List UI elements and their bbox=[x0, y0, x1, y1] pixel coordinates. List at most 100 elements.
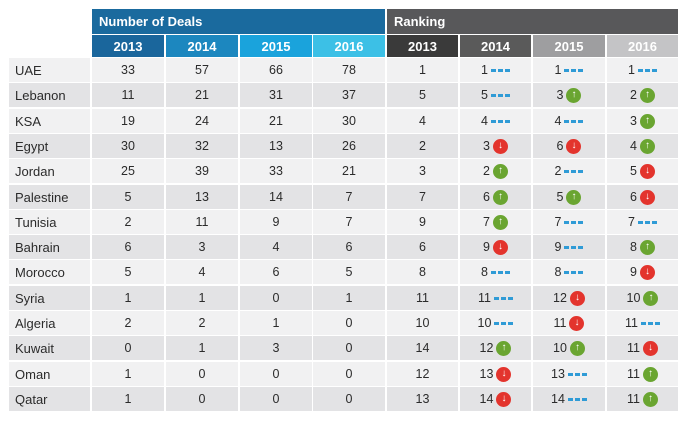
country-label-tunisia: Tunisia bbox=[9, 210, 90, 234]
arrow-up-icon: ↑ bbox=[566, 189, 582, 205]
rank-value: 4 bbox=[481, 113, 488, 128]
rank-value: 7 bbox=[483, 214, 490, 229]
rank-cell-qatar-2013: 13 bbox=[387, 387, 458, 411]
arrow-down-icon: ↓ bbox=[639, 163, 655, 179]
rank-cell-palestine-2015: 5 ↑ bbox=[533, 185, 605, 209]
arrow-up-icon: ↑ bbox=[642, 391, 658, 407]
arrow-up-icon: ↑ bbox=[639, 138, 655, 154]
rank-value: 12 bbox=[553, 290, 567, 305]
rank-cell-tunisia-2013: 9 bbox=[387, 210, 458, 234]
rank-cell-uae-2014: 1 bbox=[460, 58, 531, 82]
rank-cell-oman-2014: 13 ↓ bbox=[460, 362, 531, 386]
no-change-dashes-icon bbox=[564, 68, 584, 72]
country-label-bahrain: Bahrain bbox=[9, 235, 90, 259]
rank-cell-egypt-2013: 2 bbox=[387, 134, 458, 158]
deals-cell-uae-2015: 66 bbox=[240, 58, 312, 82]
arrow-down-icon: ↓ bbox=[639, 264, 655, 280]
rank-cell-uae-2016: 1 bbox=[607, 58, 678, 82]
ranking-year-header-2016: 2016 bbox=[607, 35, 678, 57]
deals-cell-syria-2016: 1 bbox=[313, 286, 385, 310]
deals-cell-morocco-2016: 5 bbox=[313, 260, 385, 284]
rank-value: 11 bbox=[627, 391, 640, 406]
rank-value: 6 bbox=[630, 189, 637, 204]
country-label-morocco: Morocco bbox=[9, 260, 90, 284]
arrow-up-icon: ↑ bbox=[492, 163, 508, 179]
country-label-syria: Syria bbox=[9, 286, 90, 310]
deals-cell-tunisia-2014: 11 bbox=[166, 210, 238, 234]
rank-cell-bahrain-2014: 9 ↓ bbox=[460, 235, 531, 259]
rank-cell-palestine-2014: 6 ↑ bbox=[460, 185, 531, 209]
rank-cell-lebanon-2016: 2 ↑ bbox=[607, 83, 678, 107]
rank-value: 8 bbox=[481, 264, 488, 279]
no-change-dashes-icon bbox=[640, 321, 660, 325]
rank-cell-morocco-2016: 9 ↓ bbox=[607, 260, 678, 284]
deals-cell-palestine-2013: 5 bbox=[92, 185, 164, 209]
deals-cell-tunisia-2015: 9 bbox=[240, 210, 312, 234]
rank-value: 11 bbox=[553, 315, 567, 330]
deals-year-header-2013: 2013 bbox=[92, 35, 164, 57]
rank-cell-algeria-2015: 11 ↓ bbox=[533, 311, 605, 335]
deals-cell-lebanon-2015: 31 bbox=[240, 83, 312, 107]
rank-value: 10 bbox=[477, 315, 492, 330]
rank-value: 2 bbox=[483, 163, 490, 178]
rank-cell-palestine-2016: 6 ↓ bbox=[607, 185, 678, 209]
country-label-oman: Oman bbox=[9, 362, 90, 386]
rank-cell-oman-2016: 11 ↑ bbox=[607, 362, 678, 386]
arrow-up-icon: ↑ bbox=[643, 290, 659, 306]
rank-value: 11 bbox=[627, 340, 640, 355]
deals-cell-uae-2016: 78 bbox=[313, 58, 385, 82]
rank-value: 3 bbox=[483, 138, 490, 153]
rank-value: 4 bbox=[630, 138, 637, 153]
deals-cell-egypt-2013: 30 bbox=[92, 134, 164, 158]
arrow-down-icon: ↓ bbox=[569, 290, 585, 306]
ranking-year-header-2014: 2014 bbox=[460, 35, 531, 57]
deals-cell-algeria-2014: 2 bbox=[166, 311, 238, 335]
no-change-dashes-icon bbox=[490, 270, 510, 274]
arrow-down-icon: ↓ bbox=[492, 239, 508, 255]
rank-value: 2 bbox=[630, 87, 637, 102]
rank-cell-jordan-2014: 2 ↑ bbox=[460, 159, 531, 183]
rank-value: 3 bbox=[556, 87, 564, 102]
rank-cell-qatar-2016: 11 ↑ bbox=[607, 387, 678, 411]
rank-cell-syria-2014: 11 bbox=[460, 286, 531, 310]
rank-cell-jordan-2016: 5 ↓ bbox=[607, 159, 678, 183]
deals-cell-bahrain-2016: 6 bbox=[313, 235, 385, 259]
rank-value: 2 bbox=[554, 163, 562, 178]
rank-value: 1 bbox=[554, 62, 562, 77]
rank-cell-oman-2015: 13 bbox=[533, 362, 605, 386]
rank-value: 14 bbox=[551, 391, 565, 406]
rank-cell-morocco-2013: 8 bbox=[387, 260, 458, 284]
no-change-dashes-icon bbox=[567, 372, 587, 376]
rank-value: 1 bbox=[481, 62, 488, 77]
deals-cell-oman-2013: 1 bbox=[92, 362, 164, 386]
deals-cell-qatar-2014: 0 bbox=[166, 387, 238, 411]
deals-cell-ksa-2016: 30 bbox=[313, 109, 385, 133]
no-change-dashes-icon bbox=[564, 119, 584, 123]
rank-cell-algeria-2014: 10 bbox=[460, 311, 531, 335]
deals-cell-bahrain-2014: 3 bbox=[166, 235, 238, 259]
rank-value: 8 bbox=[554, 264, 562, 279]
arrow-up-icon: ↑ bbox=[639, 113, 655, 129]
deals-cell-ksa-2015: 21 bbox=[240, 109, 312, 133]
rank-cell-lebanon-2014: 5 bbox=[460, 83, 531, 107]
rank-cell-egypt-2014: 3 ↓ bbox=[460, 134, 531, 158]
rank-cell-jordan-2015: 2 bbox=[533, 159, 605, 183]
deals-title: Number of Deals bbox=[92, 9, 385, 34]
rank-cell-uae-2015: 1 bbox=[533, 58, 605, 82]
deals-cell-syria-2015: 0 bbox=[240, 286, 312, 310]
rank-cell-uae-2013: 1 bbox=[387, 58, 458, 82]
rank-value: 3 bbox=[630, 113, 637, 128]
arrow-up-icon: ↑ bbox=[642, 366, 658, 382]
rank-value: 6 bbox=[556, 138, 564, 153]
rank-value: 6 bbox=[483, 189, 490, 204]
country-label-qatar: Qatar bbox=[9, 387, 90, 411]
deals-cell-oman-2016: 0 bbox=[313, 362, 385, 386]
no-change-dashes-icon bbox=[490, 68, 510, 72]
deals-cell-bahrain-2015: 4 bbox=[240, 235, 312, 259]
ranking-year-header-2015: 2015 bbox=[533, 35, 605, 57]
no-change-dashes-icon bbox=[637, 220, 657, 224]
deals-year-header-2016: 2016 bbox=[313, 35, 385, 57]
country-label-egypt: Egypt bbox=[9, 134, 90, 158]
arrow-up-icon: ↑ bbox=[639, 239, 655, 255]
deals-cell-uae-2014: 57 bbox=[166, 58, 238, 82]
